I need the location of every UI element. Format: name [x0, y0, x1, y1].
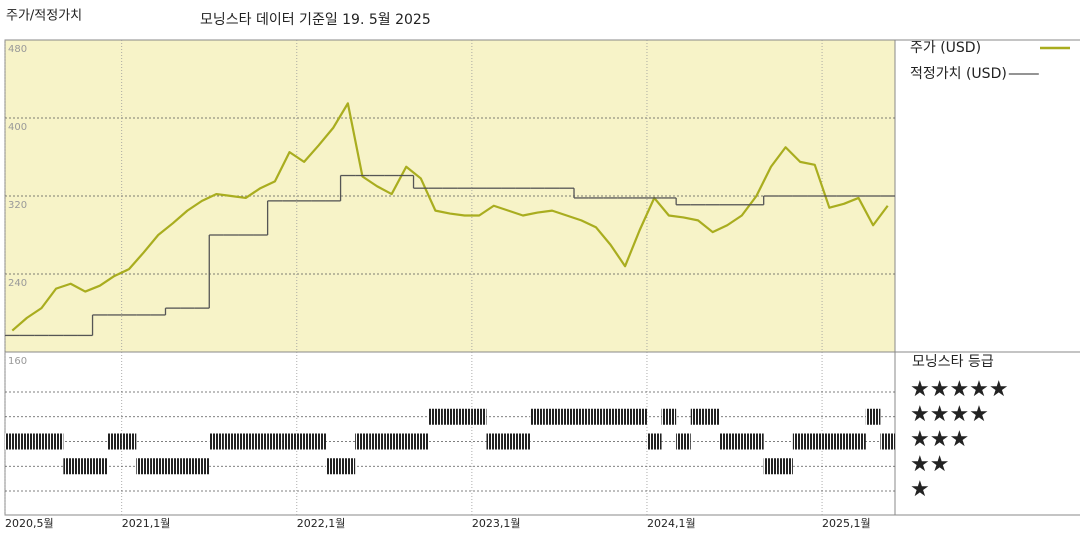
- rating-bar: [282, 433, 297, 450]
- rating-legend-label: ★★★★★: [910, 377, 1009, 402]
- rating-legend-label: ★★: [910, 452, 949, 477]
- rating-bar: [311, 433, 326, 450]
- chart-title: 주가/적정가치: [6, 9, 82, 24]
- x-tick-label: 2024,1월: [647, 517, 696, 530]
- rating-bar: [77, 458, 93, 475]
- rating-bar: [267, 433, 283, 450]
- rating-bar: [107, 433, 122, 450]
- x-tick-label: 2021,1월: [122, 517, 171, 530]
- rating-bar: [880, 433, 895, 450]
- rating-bar: [121, 433, 137, 450]
- y-tick-label: 480: [8, 44, 27, 55]
- rating-bar: [253, 433, 268, 450]
- rating-bar: [369, 433, 385, 450]
- rating-bar: [165, 458, 181, 475]
- rating-bar: [5, 433, 20, 450]
- rating-bar: [150, 458, 166, 475]
- y-tick-label: 160: [8, 356, 27, 367]
- rating-bar: [180, 458, 195, 475]
- rating-bar: [384, 433, 399, 450]
- rating-bar: [296, 433, 312, 450]
- rating-bar: [836, 433, 852, 450]
- rating-bar: [238, 433, 254, 450]
- rating-bar: [340, 458, 356, 475]
- rating-bar: [646, 433, 662, 450]
- rating-bar: [822, 433, 837, 450]
- rating-bar: [851, 433, 866, 450]
- rating-bar: [807, 433, 823, 450]
- y-tick-label: 320: [8, 200, 27, 211]
- rating-bar: [413, 433, 429, 450]
- rating-bar: [661, 408, 677, 425]
- rating-bar: [486, 433, 502, 450]
- rating-legend-label: ★★★: [910, 427, 969, 452]
- rating-bar: [705, 408, 720, 425]
- rating-bar: [428, 408, 443, 425]
- rating-bar: [34, 433, 49, 450]
- rating-bar: [136, 458, 151, 475]
- legend-label: 적정가치 (USD): [910, 66, 1007, 82]
- rating-bar: [865, 408, 881, 425]
- price-line: [11, 102, 889, 332]
- rating-bar: [223, 433, 239, 450]
- rating-bar: [398, 433, 414, 450]
- rating-bar: [457, 408, 472, 425]
- rating-bar: [792, 433, 808, 450]
- rating-bar: [19, 433, 35, 450]
- rating-bar: [778, 458, 793, 475]
- rating-bar: [530, 408, 545, 425]
- rating-bar: [442, 408, 458, 425]
- x-tick-label: 2022,1월: [297, 517, 346, 530]
- x-tick-label: 2020,5월: [5, 517, 54, 530]
- rating-bar: [603, 408, 618, 425]
- rating-legend-label: ★: [910, 477, 930, 502]
- rating-bar: [559, 408, 575, 425]
- rating-bar: [676, 433, 691, 450]
- rating-title: 모닝스타 등급: [912, 354, 994, 370]
- rating-bar: [763, 458, 779, 475]
- rating-bar: [690, 408, 706, 425]
- rating-bar: [719, 433, 735, 450]
- rating-bar: [574, 408, 589, 425]
- rating-bar: [588, 408, 604, 425]
- rating-bar: [48, 433, 64, 450]
- rating-bar: [63, 458, 78, 475]
- rating-bar: [471, 408, 487, 425]
- rating-bar: [749, 433, 764, 450]
- rating-bar: [325, 458, 341, 475]
- legend-label: 주가 (USD): [910, 40, 981, 56]
- x-tick-label: 2023,1월: [472, 517, 521, 530]
- y-tick-label: 240: [8, 278, 27, 289]
- rating-bar: [515, 433, 531, 450]
- rating-bar: [617, 408, 633, 425]
- rating-bar: [734, 433, 750, 450]
- rating-bar: [501, 433, 516, 450]
- rating-bar: [209, 433, 224, 450]
- rating-bar: [355, 433, 370, 450]
- rating-legend-label: ★★★★: [910, 402, 989, 427]
- y-tick-label: 400: [8, 122, 27, 133]
- rating-bar: [194, 458, 210, 475]
- rating-bar: [544, 408, 560, 425]
- chart-subtitle: 모닝스타 데이터 기준일 19. 5월 2025: [200, 12, 431, 28]
- rating-bar: [92, 458, 108, 475]
- x-tick-label: 2025,1월: [822, 517, 871, 530]
- rating-bar: [632, 408, 647, 425]
